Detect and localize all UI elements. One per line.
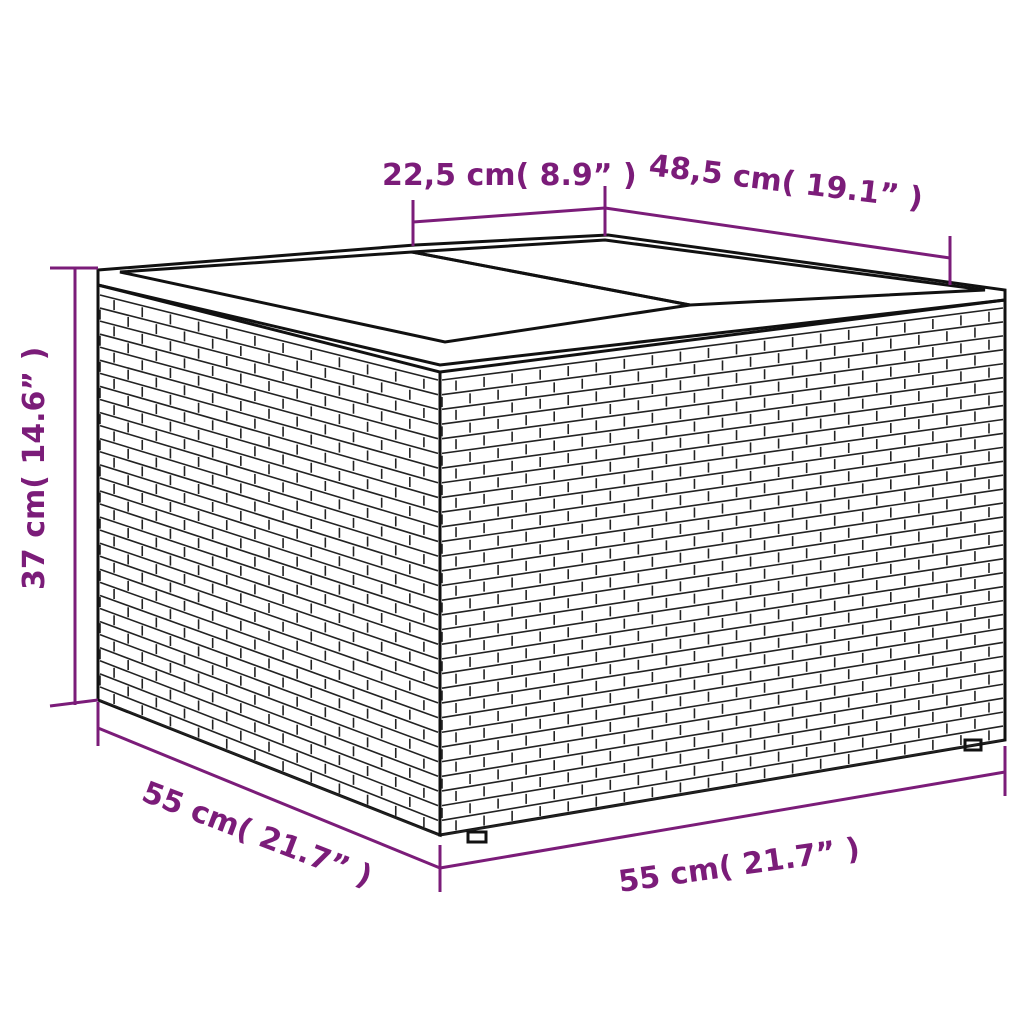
weave-strand (99, 294, 439, 381)
weave-strand (441, 502, 1004, 587)
weave-strand (99, 660, 439, 792)
weave-strand (99, 372, 439, 469)
weave-strand (441, 697, 1004, 792)
weave-strand (441, 376, 1004, 455)
weave-strand (99, 568, 439, 689)
weave-strand (99, 542, 439, 660)
weave-strand (441, 725, 1004, 822)
weave-strand (441, 571, 1004, 660)
weave-strand (99, 359, 439, 455)
weave-strand (441, 307, 1004, 381)
glass-top-left (119, 250, 691, 344)
weave-strand (441, 739, 1004, 836)
weave-strand (99, 490, 439, 601)
wicker-weave (99, 294, 1004, 836)
top-frame (96, 233, 1007, 367)
weave-strand (99, 699, 439, 836)
weave-strand (99, 620, 439, 748)
weave-strand (99, 673, 439, 807)
weave-strand (99, 464, 439, 572)
label-width: 55 cm( 21.7” ) (616, 831, 862, 900)
foot-right (963, 738, 983, 752)
weave-strand (99, 516, 439, 631)
glass-top-right (411, 238, 986, 307)
weave-strand (441, 544, 1004, 631)
weave-strand (441, 349, 1004, 425)
label-height: 37 cm( 14.6” ) (17, 347, 52, 590)
weave-strand (441, 446, 1004, 528)
weave-strand (99, 411, 439, 513)
weave-strand (99, 451, 439, 557)
weave-strand (99, 320, 439, 411)
weave-strand (441, 335, 1004, 411)
weave-strand (441, 488, 1004, 572)
weave-strand (99, 424, 439, 528)
weave-strand (441, 474, 1004, 557)
weave-strand (99, 646, 439, 778)
weave-strand (99, 307, 439, 396)
weave-strand (99, 607, 439, 734)
label-top-width-section: 48,5 cm( 19.1” ) (647, 148, 925, 216)
weave-strand (441, 460, 1004, 543)
weave-strand (99, 594, 439, 719)
weave-strand (441, 558, 1004, 645)
weave-strand (441, 669, 1004, 763)
foot-front (466, 830, 488, 844)
weave-strand (441, 390, 1004, 469)
weave-strand (441, 613, 1004, 704)
weave-strand (441, 432, 1004, 513)
weave-strand (441, 404, 1004, 484)
label-top-depth-section: 22,5 cm( 8.9” ) (382, 158, 637, 193)
weave-strand (441, 585, 1004, 675)
weave-strand (99, 555, 439, 675)
dimension-lines (49, 186, 1007, 892)
weave-strand (441, 516, 1004, 601)
weave-strand (441, 530, 1004, 616)
weave-strand (99, 333, 439, 425)
weave-strand (441, 321, 1004, 396)
weave-strand (99, 503, 439, 616)
weave-strand (99, 346, 439, 440)
weave-strand (99, 581, 439, 704)
weave-strand (99, 477, 439, 587)
weave-strand (441, 627, 1004, 719)
weave-strand (99, 437, 439, 543)
weave-strand (99, 398, 439, 499)
wicker-table-illustration (96, 233, 1007, 844)
weave-strand (99, 633, 439, 763)
weave-strand (441, 418, 1004, 499)
weave-strand (441, 641, 1004, 734)
weave-strand (441, 711, 1004, 807)
weave-strand (441, 655, 1004, 748)
weave-strand (441, 683, 1004, 778)
weave-strand (99, 529, 439, 645)
weave-strand (99, 385, 439, 484)
weave-strand (99, 686, 439, 822)
weave-strand (441, 362, 1004, 440)
right-face (438, 298, 1007, 837)
weave-strand (441, 599, 1004, 690)
